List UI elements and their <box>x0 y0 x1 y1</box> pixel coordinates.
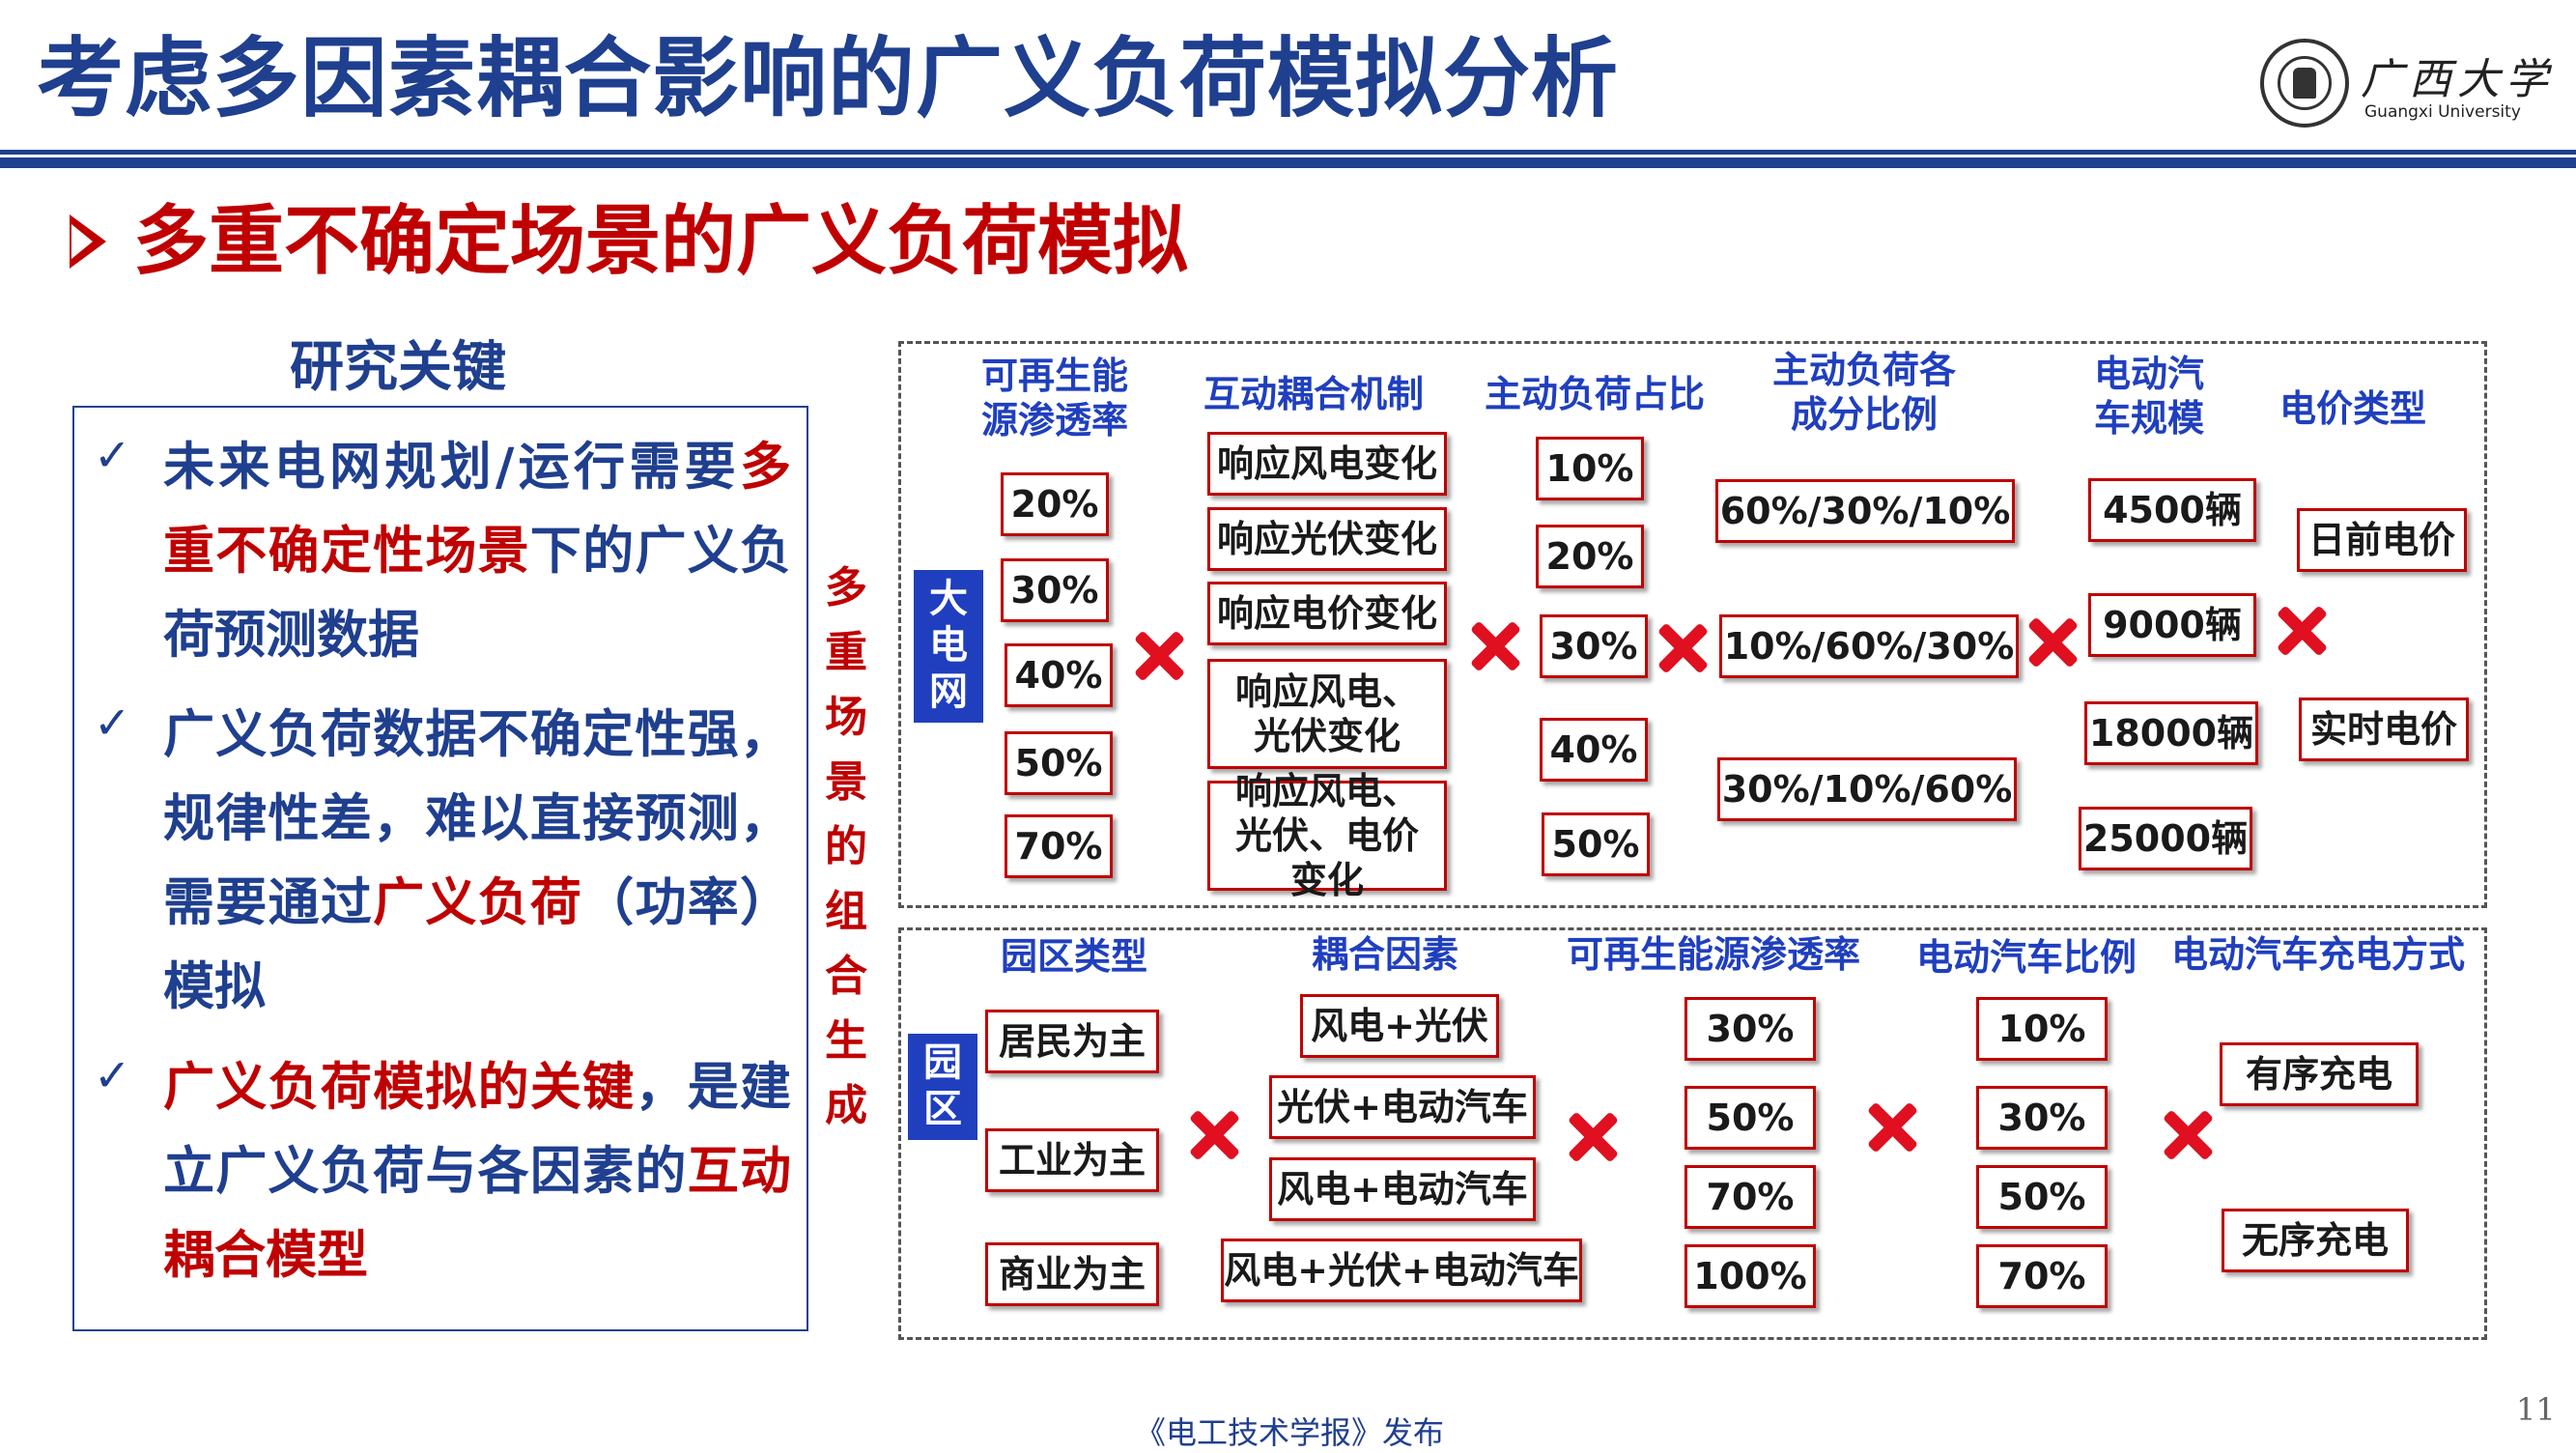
park-header-type: 园区类型 <box>1001 935 1148 978</box>
park-header-charging: 电动汽车充电方式 <box>2171 933 2466 976</box>
park-header-factor: 耦合因素 <box>1312 933 1459 976</box>
grid-active-share-option: 20% <box>1536 525 1644 588</box>
seal-icon <box>2260 39 2349 128</box>
grid-scenario-panel <box>898 341 2487 908</box>
grid-price-option: 日前电价 <box>2297 508 2467 572</box>
grid-ev-scale-option: 25000辆 <box>2079 807 2252 870</box>
bullet-highlight: 互动耦合模型 <box>163 1142 792 1285</box>
bullet-text: ，是建立广义负荷与各因素的 <box>163 1058 792 1201</box>
park-charging-option: 无序充电 <box>2222 1209 2409 1272</box>
bullet-highlight: 广义负荷模拟的关键 <box>163 1058 636 1117</box>
park-scenario-panel <box>898 927 2487 1340</box>
park-penetration-option: 30% <box>1684 997 1816 1061</box>
multiply-cross-icon <box>2276 605 2328 657</box>
bullet-text: 广义负荷数据不确定性强，规律性差，难以直接预测，需要通过 <box>163 705 791 932</box>
bullet-text: （功率）模拟 <box>163 873 792 1016</box>
grid-price-option: 实时电价 <box>2299 698 2469 761</box>
grid-ev-scale-option: 4500辆 <box>2088 478 2256 542</box>
scenario-combination-label: 多重场景的组合生成 <box>825 563 867 1130</box>
multiply-cross-icon <box>2026 616 2079 669</box>
park-ev-ratio-option: 70% <box>1976 1244 2108 1308</box>
logo-chinese-name: 广西大学 <box>2361 55 2554 104</box>
park-penetration-option: 50% <box>1684 1086 1816 1150</box>
grid-active-share-option: 40% <box>1540 718 1648 782</box>
research-heading: 研究关键 <box>290 336 506 399</box>
bullet-highlight: 广义负荷 <box>373 873 583 932</box>
grid-mechanism-option: 响应风电、光伏变化 <box>1207 659 1447 769</box>
slide-title: 考虑多因素耦合影响的广义负荷模拟分析 <box>37 28 1619 129</box>
grid-header-mechanism: 互动耦合机制 <box>1203 373 1425 415</box>
university-logo: 广西大学 Guangxi University <box>2260 39 2548 135</box>
park-factor-option: 光伏+电动汽车 <box>1269 1075 1536 1139</box>
park-factor-option: 风电+光伏 <box>1300 994 1499 1058</box>
grid-header-penetration: 可再生能源渗透率 <box>980 355 1128 442</box>
multiply-cross-icon <box>1656 622 1709 674</box>
multiply-cross-icon <box>2162 1109 2214 1161</box>
park-tag: 园区 <box>908 1034 977 1140</box>
check-icon: ✓ <box>94 697 131 749</box>
park-factor-option: 风电+光伏+电动汽车 <box>1221 1239 1582 1302</box>
park-charging-option: 有序充电 <box>2220 1042 2419 1106</box>
check-icon: ✓ <box>94 1049 131 1101</box>
grid-penetration-option: 30% <box>1001 558 1109 622</box>
multiply-cross-icon <box>1469 620 1521 672</box>
grid-ratio-option: 10%/60%/30% <box>1719 614 2019 678</box>
park-type-option: 商业为主 <box>985 1242 1159 1306</box>
check-icon: ✓ <box>94 429 131 481</box>
grid-mechanism-option: 响应风电、光伏、电价变化 <box>1207 770 1447 901</box>
grid-active-share-option: 50% <box>1542 812 1650 876</box>
multiply-cross-icon <box>1133 630 1185 682</box>
grid-penetration-option: 20% <box>1001 472 1109 536</box>
grid-ev-scale-option: 18000辆 <box>2084 701 2258 765</box>
park-type-option: 工业为主 <box>985 1128 1159 1192</box>
grid-header-ev-scale: 电动汽车规模 <box>2093 353 2204 440</box>
research-key-box: ✓ 未来电网规划/运行需要多重不确定性场景下的广义负荷预测数据 ✓ 广义负荷数据… <box>72 406 808 1331</box>
multiply-cross-icon <box>1866 1101 1918 1154</box>
grid-active-share-option: 10% <box>1536 437 1644 500</box>
park-type-option: 居民为主 <box>985 1010 1159 1073</box>
park-penetration-option: 70% <box>1684 1165 1816 1229</box>
publication-source: 《电工技术学报》发布 <box>1135 1414 1445 1451</box>
park-ev-ratio-option: 10% <box>1976 997 2108 1061</box>
header-rule-thick <box>0 157 2576 168</box>
grid-header-component-ratio: 主动负荷各成分比例 <box>1771 349 1956 436</box>
grid-penetration-option: 70% <box>1005 814 1113 878</box>
page-number: 11 <box>2516 1391 2556 1428</box>
park-ev-ratio-option: 30% <box>1976 1086 2108 1150</box>
multiply-cross-icon <box>1188 1109 1240 1161</box>
park-penetration-option: 100% <box>1684 1244 1816 1308</box>
multiply-cross-icon <box>1567 1111 1619 1163</box>
header-rule-thin <box>0 150 2576 155</box>
grid-mechanism-option: 响应风电变化 <box>1207 432 1447 496</box>
logo-english-name: Guangxi University <box>2364 102 2521 122</box>
grid-header-price-type: 电价类型 <box>2279 387 2427 430</box>
grid-penetration-option: 50% <box>1005 731 1113 795</box>
grid-mechanism-option: 响应光伏变化 <box>1207 507 1447 571</box>
bullet-text: 下的广义负荷预测数据 <box>163 522 792 665</box>
grid-penetration-option: 40% <box>1005 643 1113 707</box>
grid-mechanism-option: 响应电价变化 <box>1207 582 1447 645</box>
grid-ratio-option: 60%/30%/10% <box>1715 479 2015 543</box>
park-ev-ratio-option: 50% <box>1976 1165 2108 1229</box>
grid-header-active-share: 主动负荷占比 <box>1485 373 1706 415</box>
grid-ev-scale-option: 9000辆 <box>2088 593 2256 657</box>
bullet-highlight: 多重不确定性场景 <box>163 438 791 581</box>
park-header-ev-ratio: 电动汽车比例 <box>1916 936 2137 979</box>
section-subtitle: 多重不确定场景的广义负荷模拟 <box>133 198 1189 285</box>
park-factor-option: 风电+电动汽车 <box>1269 1157 1536 1221</box>
grid-active-share-option: 30% <box>1540 614 1648 678</box>
park-header-penetration: 可再生能源渗透率 <box>1567 933 1861 976</box>
grid-tag: 大电网 <box>914 570 983 723</box>
grid-ratio-option: 30%/10%/60% <box>1717 757 2017 821</box>
arrow-bullet-icon <box>70 214 106 269</box>
bullet-text: 未来电网规划/运行需要 <box>163 438 740 497</box>
